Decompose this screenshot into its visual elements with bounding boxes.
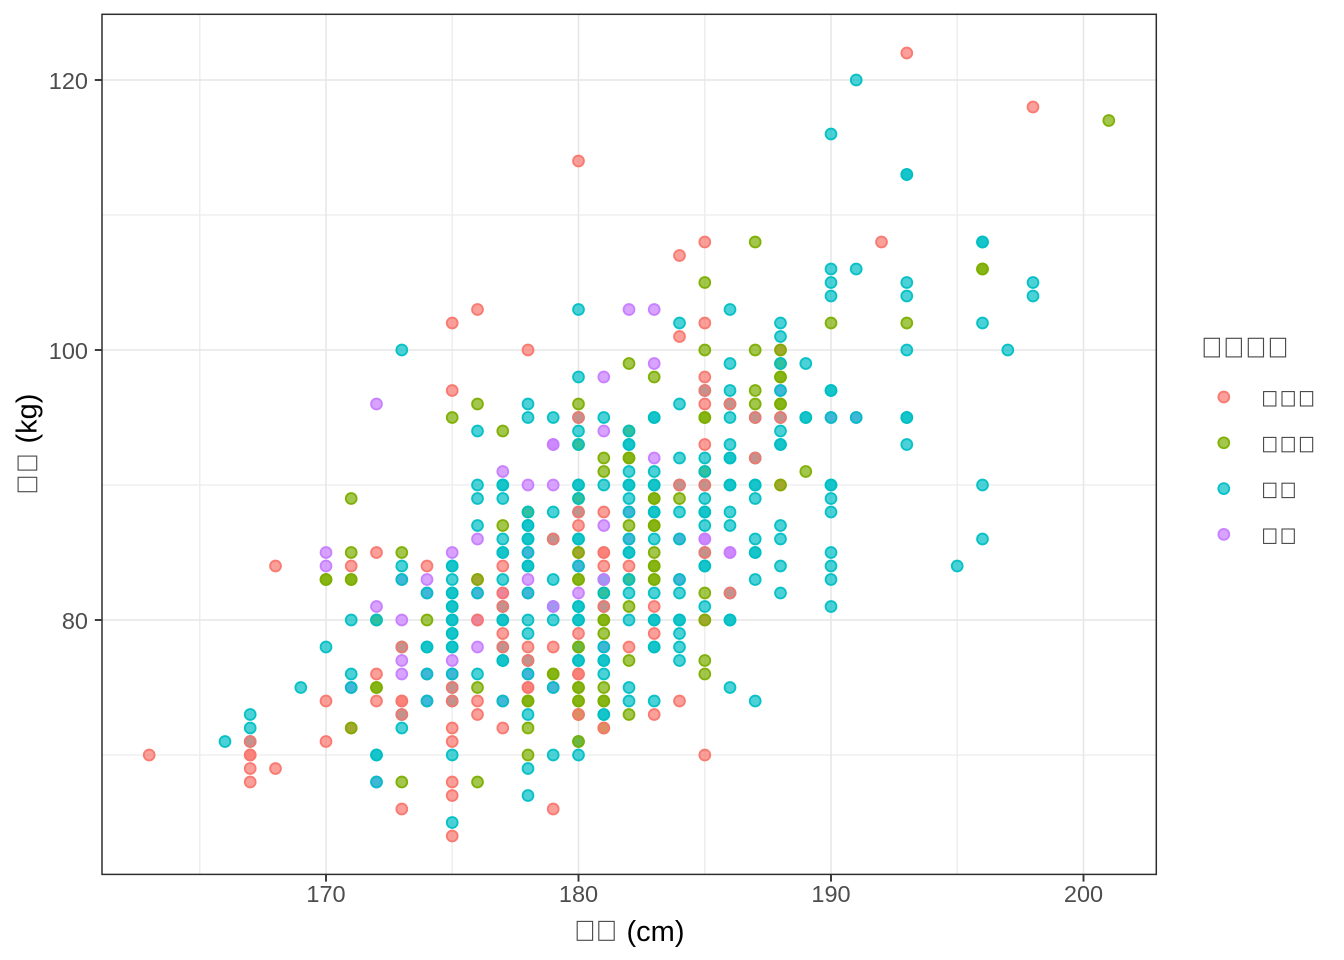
svg-text:190: 190 [811,881,850,907]
svg-text:200: 200 [1064,881,1103,907]
svg-text:80: 80 [62,608,88,634]
svg-text:180: 180 [559,881,598,907]
svg-text:(kg): (kg) [12,394,44,444]
svg-text:170: 170 [306,881,345,907]
svg-text:(cm): (cm) [627,916,685,948]
svg-text:120: 120 [49,68,88,94]
svg-text:100: 100 [49,338,88,364]
